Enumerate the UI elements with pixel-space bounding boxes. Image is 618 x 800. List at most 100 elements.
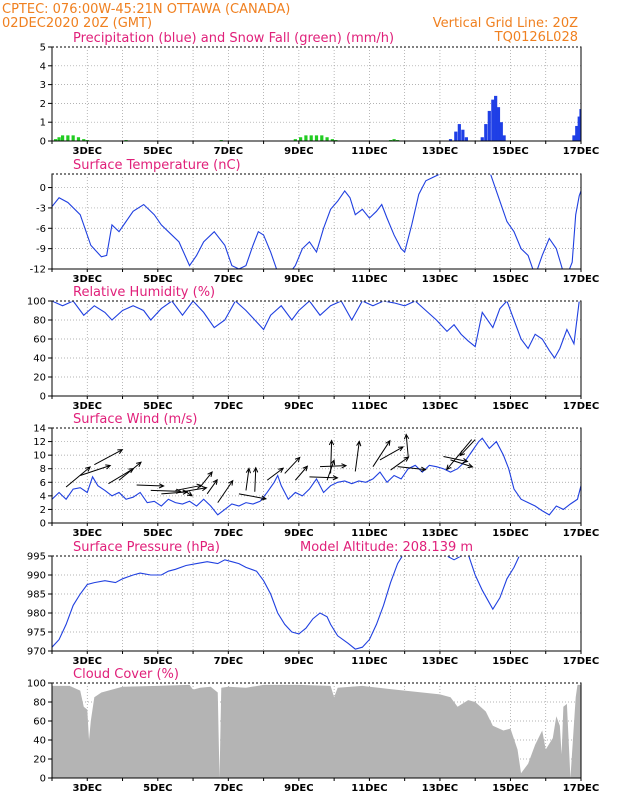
precip-bar bbox=[60, 135, 65, 141]
header-datetime: 02DEC2020 20Z (GMT) bbox=[2, 16, 152, 31]
wind-arrow bbox=[217, 480, 234, 503]
precip-bar bbox=[392, 139, 396, 141]
wind-arrow bbox=[379, 446, 404, 461]
precip-xtick-label: 13DEC bbox=[422, 146, 458, 157]
wind-arrowhead bbox=[385, 439, 391, 446]
precip-xtick-label: 3DEC bbox=[73, 146, 102, 157]
precip-bar bbox=[461, 129, 465, 141]
rh-ytick-label: 0 bbox=[40, 392, 46, 403]
rh-ytick-label: 40 bbox=[33, 354, 46, 365]
precip-bar bbox=[71, 135, 75, 141]
precip-bar bbox=[53, 139, 58, 141]
wind-arrowhead bbox=[328, 439, 335, 446]
rh-frame bbox=[51, 300, 582, 397]
pressure-annotation: Model Altitude: 208.139 m bbox=[300, 540, 473, 555]
wind-arrow bbox=[405, 434, 409, 457]
wind-arrowhead bbox=[201, 485, 208, 492]
rh-line bbox=[52, 301, 581, 360]
cloud-ytick-label: 20 bbox=[33, 755, 46, 766]
temp-xtick-label: 3DEC bbox=[73, 274, 102, 285]
cloud-ytick-label: 100 bbox=[27, 679, 46, 690]
wind-arrow bbox=[245, 468, 250, 491]
precip-bar bbox=[57, 137, 61, 141]
temp-xtick-label: 5DEC bbox=[143, 274, 172, 285]
wind-arrow bbox=[330, 440, 333, 474]
wind-ytick-label: 12 bbox=[33, 437, 46, 448]
wind-arrowhead bbox=[260, 495, 268, 501]
rh-xtick-label: 7DEC bbox=[214, 401, 243, 412]
wind-arrow bbox=[372, 440, 391, 467]
cloud-ytick-label: 80 bbox=[33, 698, 46, 709]
wind-ytick-label: 0 bbox=[40, 519, 46, 530]
wind-arrowhead bbox=[212, 478, 218, 485]
header: CPTEC: 076:00W-45:21N OTTAWA (CANADA) 02… bbox=[2, 2, 578, 45]
precip-bar bbox=[579, 109, 581, 141]
rh-ytick-label: 60 bbox=[33, 335, 46, 346]
precip-xtick-label: 11DEC bbox=[351, 146, 387, 157]
wind-ytick-label: 10 bbox=[33, 451, 46, 462]
precip-bar bbox=[575, 125, 579, 141]
cloud-xtick-label: 13DEC bbox=[422, 783, 458, 794]
wind-arrowhead bbox=[228, 479, 234, 486]
wind-arrowhead bbox=[341, 463, 348, 469]
temp-xtick-label: 9DEC bbox=[284, 274, 313, 285]
wind-arrow bbox=[65, 466, 91, 488]
wind-arrow bbox=[185, 491, 193, 497]
cloud-ytick-label: 60 bbox=[33, 717, 46, 728]
cloud-xtick-label: 5DEC bbox=[143, 783, 172, 794]
header-grid-line: Vertical Grid Line: 20Z bbox=[433, 16, 578, 31]
wind-arrowhead bbox=[117, 449, 124, 454]
wind-arrow bbox=[294, 465, 308, 481]
precip-xtick-label: 5DEC bbox=[143, 146, 172, 157]
cloud-panel: 0 20 40 60 80 100 3DEC 5DEC 7DEC 9DEC 11DEC 13DEC 15… bbox=[27, 667, 599, 794]
wind-arrow bbox=[150, 489, 181, 492]
wind-arrow bbox=[459, 439, 476, 456]
wind-xtick-label: 15DEC bbox=[492, 528, 528, 539]
wind-arrowhead bbox=[245, 467, 251, 474]
precip-bar bbox=[330, 139, 334, 141]
precip-bar bbox=[491, 99, 495, 141]
pressure-ytick-label: 995 bbox=[27, 552, 46, 563]
cloud-xtick-label: 3DEC bbox=[73, 783, 102, 794]
wind-arrowhead bbox=[158, 483, 165, 489]
wind-arrowhead bbox=[182, 489, 189, 495]
wind-arrowhead bbox=[136, 461, 142, 467]
wind-arrowhead bbox=[445, 464, 452, 471]
cloud-xtick-label: 9DEC bbox=[284, 783, 313, 794]
wind-arrow bbox=[390, 456, 409, 471]
wind-ytick-label: 6 bbox=[40, 478, 46, 489]
precip-bar bbox=[457, 124, 461, 141]
wind-line bbox=[52, 437, 581, 516]
cloud-title: Cloud Cover (%) bbox=[73, 667, 179, 682]
wind-arrow bbox=[320, 465, 347, 468]
precip-bar bbox=[499, 122, 503, 141]
wind-arrow bbox=[182, 487, 207, 493]
wind-arrowhead bbox=[85, 466, 91, 472]
rh-xtick-label: 9DEC bbox=[284, 401, 313, 412]
precip-bar bbox=[293, 139, 297, 141]
wind-ytick-label: 14 bbox=[33, 424, 46, 435]
rh-xtick-label: 5DEC bbox=[143, 401, 172, 412]
wind-arrow bbox=[397, 466, 426, 471]
wind-arrowhead bbox=[294, 456, 301, 463]
temp-frame bbox=[51, 173, 582, 270]
cloud-xtick-label: 7DEC bbox=[214, 783, 243, 794]
pressure-ytick-label: 975 bbox=[27, 628, 46, 639]
wind-xtick-label: 5DEC bbox=[143, 528, 172, 539]
wind-arrow bbox=[309, 476, 338, 479]
precip-xtick-label: 17DEC bbox=[563, 146, 599, 157]
temp-ytick-label: 0 bbox=[40, 183, 46, 194]
wind-arrow bbox=[118, 461, 142, 481]
header-location: CPTEC: 076:00W-45:21N OTTAWA (CANADA) bbox=[2, 2, 290, 17]
precip-bar bbox=[502, 135, 506, 141]
pressure-ytick-label: 970 bbox=[27, 647, 46, 658]
wind-arrow bbox=[80, 465, 111, 476]
wind-arrow bbox=[238, 493, 267, 500]
precip-bar bbox=[304, 135, 308, 141]
precip-ytick-label: 3 bbox=[40, 80, 46, 91]
precip-bar bbox=[76, 137, 81, 141]
rh-xtick-label: 3DEC bbox=[73, 401, 102, 412]
cloud-xtick-label: 17DEC bbox=[563, 783, 599, 794]
wind-arrowhead bbox=[330, 459, 336, 466]
